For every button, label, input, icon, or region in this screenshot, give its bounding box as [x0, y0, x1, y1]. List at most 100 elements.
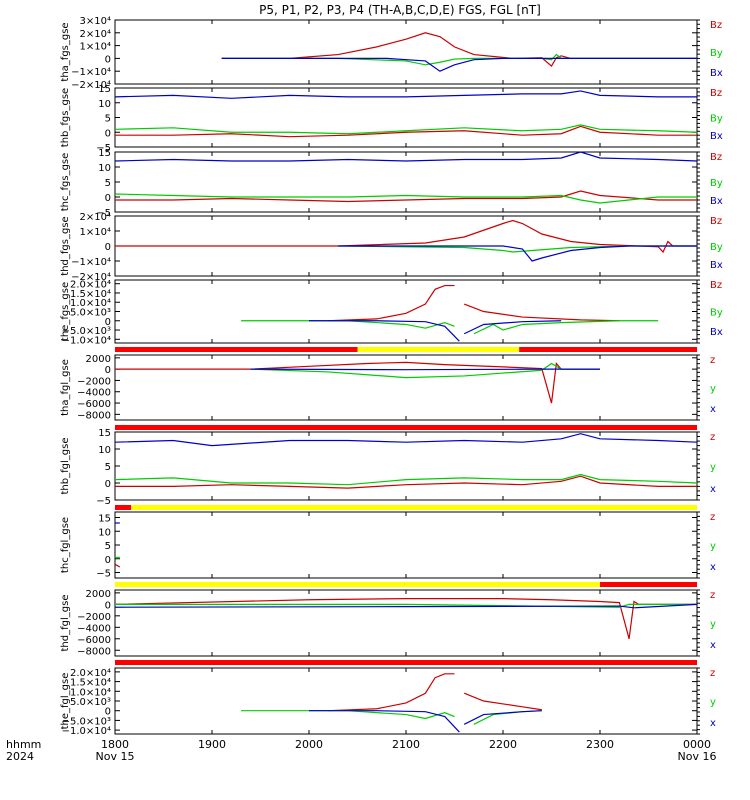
- legend-y: y: [710, 462, 716, 473]
- y-tick-label: 5.0×10³: [70, 697, 111, 708]
- series-z: [115, 563, 121, 568]
- y-tick-label: 2×10⁴: [80, 212, 111, 223]
- legend-Bz: Bz: [710, 216, 722, 227]
- series-y: [115, 603, 697, 608]
- series-Bx: [309, 320, 460, 342]
- y-tick-label: 0: [105, 479, 111, 490]
- legend-Bx: Bx: [710, 131, 723, 142]
- panel-frame: [114, 511, 698, 579]
- series-By: [115, 124, 697, 135]
- y-tick-label: −1.0×10⁴: [62, 335, 111, 346]
- legend-x: x: [710, 484, 716, 495]
- series-z: [115, 475, 697, 489]
- series-Bz: [115, 219, 697, 254]
- x-tick-label: 1900: [198, 738, 226, 751]
- legend-x: x: [710, 404, 716, 415]
- x-corner-label: hhmm: [6, 738, 41, 751]
- y-tick-label: 0: [105, 317, 111, 328]
- panel-thb_fgs_gse: 15 10 5 0 −5 thb_fgs_gse Bz By Bx: [60, 84, 723, 154]
- legend-Bz: Bz: [710, 20, 722, 31]
- y-tick-label: −6000: [77, 399, 111, 410]
- legend-Bz: Bz: [710, 280, 722, 291]
- series-By: [115, 193, 697, 204]
- series-By2: [473, 320, 659, 335]
- legend-By: By: [710, 178, 723, 189]
- y-tick-label: 10: [98, 163, 111, 174]
- y-tick-label: 5: [105, 541, 111, 552]
- y-tick-label: 1.5×10⁴: [70, 678, 111, 689]
- mode-bar-segment: [115, 505, 132, 510]
- y-tick-label: 0: [105, 707, 111, 718]
- legend-By: By: [710, 242, 723, 253]
- y-tick-label: 1×10⁴: [80, 42, 111, 53]
- y-tick-label: 0: [105, 242, 111, 253]
- y-tick-label: −5.0×10³: [62, 716, 111, 727]
- x-tick-label: 2000: [295, 738, 323, 751]
- y-tick-label: 1.0×10⁴: [70, 687, 111, 698]
- legend-Bz: Bz: [710, 88, 722, 99]
- series-z: [115, 598, 697, 639]
- y-tick-label: 1.0×10⁴: [70, 298, 111, 309]
- series-Bz2: [463, 303, 620, 322]
- panel-thb_fgl_gse: 15 10 5 0 −5 thb_fgl_gse z yx: [60, 428, 716, 507]
- series-Bx2: [463, 320, 562, 335]
- mode-bar-segment: [131, 505, 697, 510]
- series-Bx: [338, 245, 697, 262]
- y-tick-label: −6000: [77, 635, 111, 646]
- series-Bz: [115, 190, 697, 203]
- y-tick-label: −5: [96, 496, 111, 507]
- y-tick-label: −5: [96, 208, 111, 219]
- y-tick-label: −1×10⁴: [71, 67, 111, 78]
- y-tick-label: −5: [96, 569, 111, 580]
- y-tick-label: 5: [105, 178, 111, 189]
- y-tick-label: 2000: [86, 589, 111, 600]
- y-tick-label: 2.0×10⁴: [70, 668, 111, 679]
- legend-y: y: [710, 541, 716, 552]
- legend-Bx: Bx: [710, 327, 723, 338]
- mode-bar-segment: [357, 347, 520, 352]
- y-tick-label: 2×10⁴: [80, 29, 111, 40]
- legend-z: z: [710, 355, 715, 366]
- legend-x: x: [710, 562, 716, 573]
- y-tick-label: 1×10⁴: [80, 227, 111, 238]
- y-tick-label: −2000: [77, 612, 111, 623]
- series-By: [338, 245, 697, 253]
- legend-x: x: [710, 640, 716, 651]
- x-tick-label: 0000: [683, 738, 711, 751]
- mode-bar-segment: [519, 347, 697, 352]
- series-x2: [463, 710, 542, 725]
- series-y: [250, 362, 600, 379]
- y-tick-label: −5: [96, 143, 111, 154]
- y-axis-label: tha_fgl_gse: [60, 359, 71, 416]
- panel-frame: [114, 589, 698, 657]
- y-tick-label: 15: [98, 148, 111, 159]
- series-z2: [463, 692, 542, 711]
- series-Bx: [115, 152, 697, 162]
- legend-By: By: [710, 48, 723, 59]
- x-date-label: Nov 16: [678, 750, 717, 763]
- series-x: [309, 710, 460, 733]
- x-tick-label: 1800: [101, 738, 129, 751]
- y-tick-label: 0: [105, 54, 111, 65]
- y-axis-label: thb_fgs_gse: [60, 88, 71, 147]
- y-tick-label: −2000: [77, 376, 111, 387]
- series-y: [115, 473, 697, 486]
- y-tick-label: −8000: [77, 410, 111, 421]
- panel-frame: [114, 279, 698, 344]
- panel-the_fgs_gse: 2.0×10⁴1.5×10⁴1.0×10⁴5.0×10³0−5.0×10³−1.…: [60, 279, 723, 346]
- mode-bar-segment: [115, 660, 697, 665]
- legend-Bx: Bx: [710, 68, 723, 79]
- x-tick-label: 2200: [489, 738, 517, 751]
- legend-z: z: [710, 590, 715, 601]
- x-corner-label: 2024: [6, 750, 34, 763]
- panel-frame: [114, 19, 698, 85]
- legend-By: By: [710, 308, 723, 319]
- y-tick-label: −1×10⁴: [71, 257, 111, 268]
- panel-frame: [114, 667, 698, 735]
- y-tick-label: 0: [105, 193, 111, 204]
- legend-Bz: Bz: [710, 152, 722, 163]
